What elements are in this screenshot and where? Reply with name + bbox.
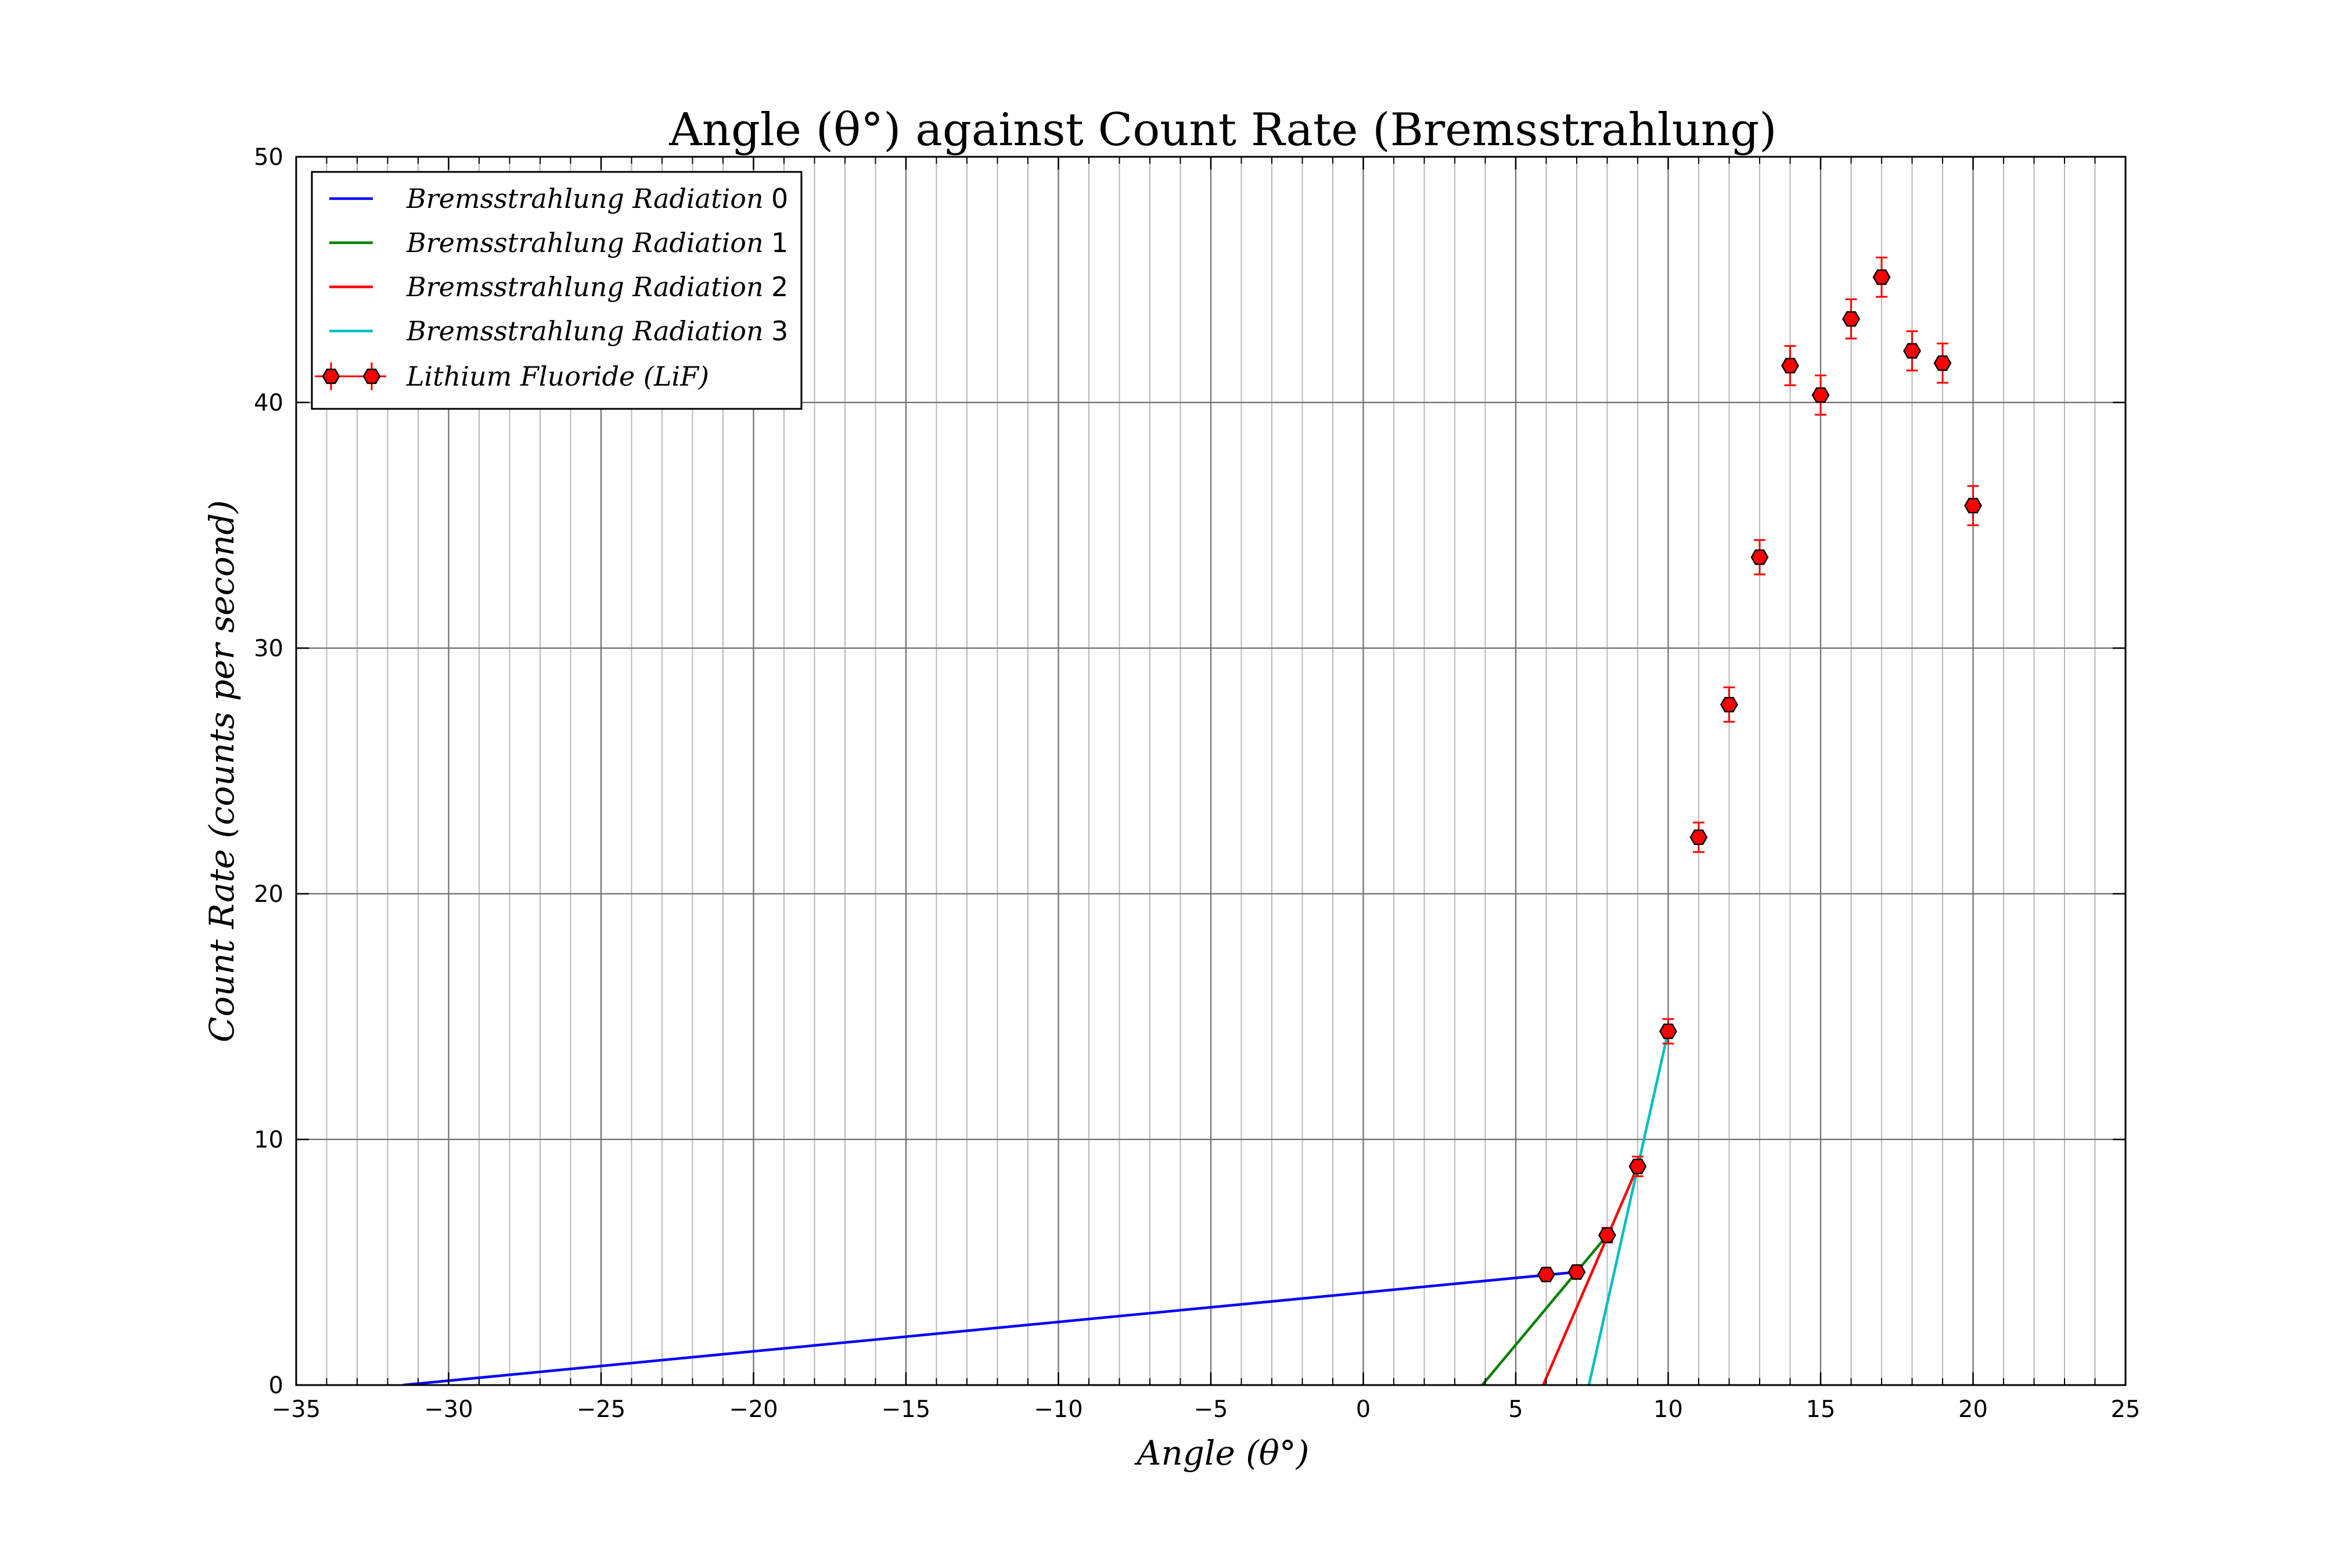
- lif-marker: [1872, 269, 1891, 285]
- lif-data-point: [1537, 1267, 1555, 1283]
- legend-label-series-0: Bremsstrahlung Radiation: [406, 183, 764, 214]
- lif-marker: [1903, 343, 1921, 359]
- lif-data-point: [1872, 256, 1891, 298]
- legend-index-series-2: 2: [771, 271, 788, 303]
- lif-marker: [1537, 1267, 1555, 1283]
- y-tick-label: 30: [254, 635, 283, 662]
- lif-data-point: [1567, 1264, 1586, 1280]
- legend-index-series-3: 3: [771, 315, 788, 347]
- legend: Bremsstrahlung Radiation 0 Bremsstrahlun…: [311, 171, 803, 410]
- tick-mark-layer: [295, 156, 2127, 1386]
- lif-data-point: [1598, 1227, 1616, 1244]
- lif-marker: [1689, 829, 1708, 846]
- x-axis-label: Angle (θ°): [1134, 1433, 1310, 1473]
- y-tick-label: 40: [254, 390, 283, 416]
- series-line-2: [1542, 1166, 1639, 1385]
- y-axis-label: Count Rate (counts per second): [202, 500, 242, 1042]
- lif-data-point: [1964, 485, 1982, 526]
- x-tick-label: −10: [1034, 1396, 1083, 1423]
- lif-marker: [1628, 1159, 1647, 1174]
- legend-label-lif: Lithium Fluoride (LiF): [406, 361, 709, 392]
- legend-frame: [311, 171, 803, 410]
- x-tick-label: 10: [1653, 1396, 1683, 1423]
- series-layer: [402, 1031, 1670, 1385]
- lif-data-point: [1903, 330, 1921, 372]
- x-tick-label: −25: [577, 1396, 625, 1423]
- legend-index-series-1: 1: [771, 227, 788, 258]
- lif-data-point: [1842, 298, 1860, 340]
- lif-data-point: [1659, 1018, 1677, 1045]
- x-tick-label: −20: [729, 1396, 778, 1423]
- x-tick-label: −15: [882, 1396, 930, 1423]
- x-tick-label: −35: [272, 1396, 321, 1423]
- x-tick-label: 15: [1806, 1396, 1836, 1423]
- legend-label-series-3: Bremsstrahlung Radiation: [406, 315, 764, 347]
- legend-index-series-0: 0: [771, 183, 788, 214]
- x-tick-label: 25: [2111, 1396, 2141, 1423]
- lif-marker: [1933, 355, 1952, 371]
- lif-data-point: [1811, 374, 1830, 416]
- lif-marker: [1750, 549, 1769, 565]
- legend-swatch-lif-errorbar: [315, 362, 386, 390]
- lif-marker: [1659, 1023, 1677, 1040]
- lif-marker: [1781, 358, 1799, 373]
- x-tick-label: 5: [1508, 1396, 1523, 1423]
- legend-swatch-lif-marker-right: [362, 368, 381, 384]
- x-tick-label: −5: [1194, 1396, 1228, 1423]
- legend-label-series-1: Bremsstrahlung Radiation: [406, 227, 764, 258]
- x-tick-label: −30: [424, 1396, 473, 1423]
- y-tick-label: 20: [254, 881, 283, 908]
- lif-data-point: [1689, 821, 1708, 853]
- y-tick-label: 50: [254, 144, 283, 171]
- lif-data-point: [1720, 686, 1738, 723]
- lif-data-point: [1933, 342, 1952, 384]
- x-tick-label: 0: [1356, 1396, 1371, 1423]
- lif-marker: [1720, 696, 1738, 713]
- chart-title: Angle (θ°) against Count Rate (Bremsstra…: [668, 104, 1776, 156]
- series-line-0: [402, 1271, 1577, 1385]
- lif-data-point: [1781, 345, 1799, 386]
- lif-marker: [1567, 1264, 1586, 1280]
- y-tick-label: 10: [254, 1127, 283, 1153]
- y-axis-tick-labels: 0 10 20 30 40 50: [254, 144, 283, 1399]
- lif-marker: [1964, 498, 1982, 514]
- lif-marker: [1842, 311, 1860, 327]
- series-line-1: [1481, 1234, 1609, 1385]
- marker-layer: [1537, 256, 1982, 1283]
- y-tick-label: 0: [269, 1372, 283, 1399]
- lif-marker: [1598, 1227, 1616, 1243]
- lif-data-point: [1628, 1156, 1647, 1177]
- series-line-3: [1587, 1031, 1670, 1385]
- lif-data-point: [1750, 539, 1769, 576]
- legend-label-series-2: Bremsstrahlung Radiation: [406, 271, 764, 303]
- x-axis-tick-labels: −35 −30 −25 −20 −15 −10 −5 0 5 10 15 20 25: [272, 1396, 2141, 1423]
- legend-swatch-lif-marker-left: [322, 368, 340, 384]
- lif-marker: [1811, 387, 1830, 403]
- x-tick-label: 20: [1958, 1396, 1988, 1423]
